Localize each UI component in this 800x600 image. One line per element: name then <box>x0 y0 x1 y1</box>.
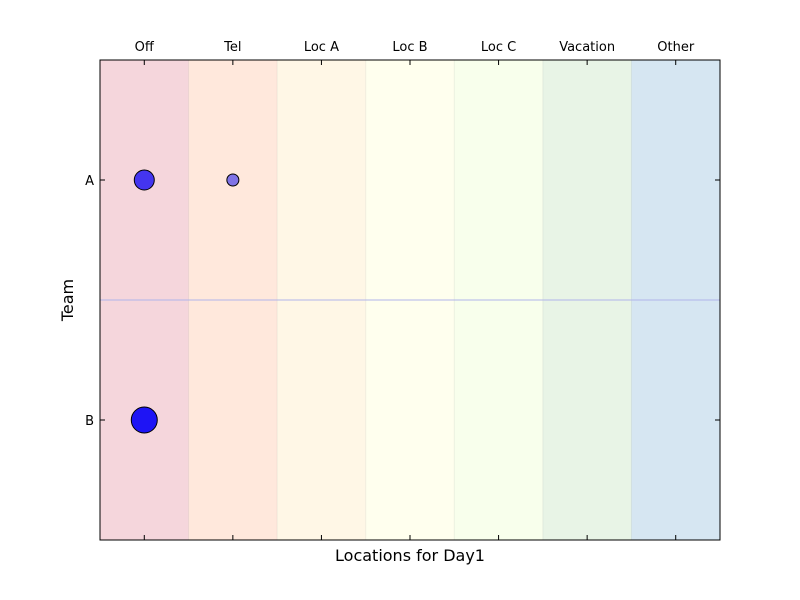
x-tick-label-tel: Tel <box>223 40 241 55</box>
y-ticks: AB <box>85 174 720 429</box>
y-tick-label-b: B <box>85 414 94 429</box>
x-tick-label-vacation: Vacation <box>559 40 615 55</box>
x-ticks: Off Tel Loc A Loc B Loc C Vacation Other <box>135 40 695 540</box>
x-tick-label-loc-c: Loc C <box>481 40 516 55</box>
x-tick-label-loc-a: Loc A <box>304 40 339 55</box>
x-tick-label-other: Other <box>657 40 695 55</box>
x-tick-label-loc-b: Loc B <box>392 40 427 55</box>
point-b-off <box>130 406 158 434</box>
data-points <box>130 169 240 434</box>
y-tick-label-a: A <box>85 174 94 189</box>
point-a-tel <box>226 173 240 187</box>
y-axis-title: Team <box>58 279 77 322</box>
x-axis-title: Locations for Day1 <box>335 546 485 565</box>
point-a-off <box>133 169 155 191</box>
x-tick-label-off: Off <box>135 40 155 55</box>
